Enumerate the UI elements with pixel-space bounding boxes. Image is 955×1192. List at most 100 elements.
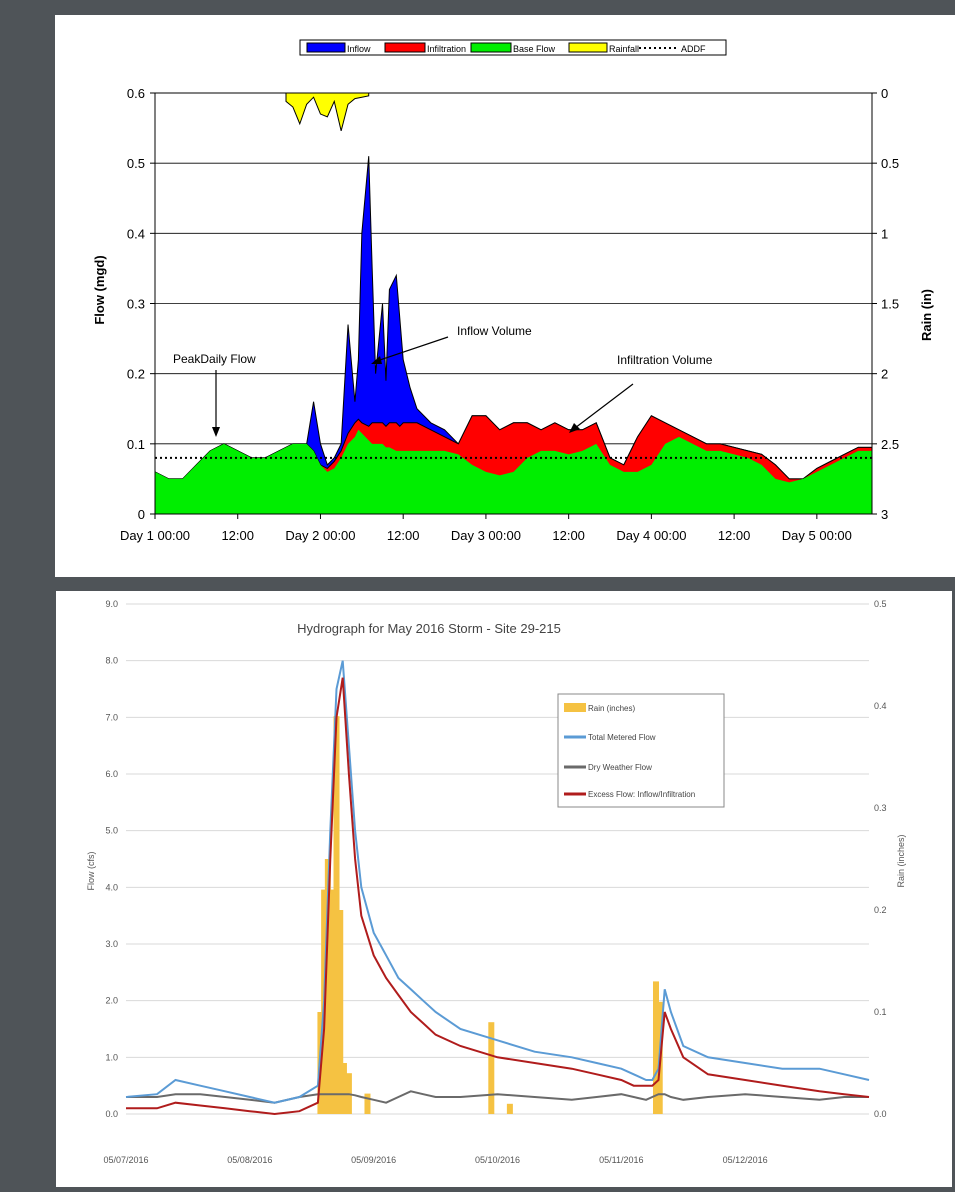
top-y-tick-label: 0.2 (127, 367, 145, 382)
top-y-ticks: 0 0.1 0.2 0.3 0.4 0.5 0.6 (127, 86, 155, 522)
top-chart-panel: 0 0.1 0.2 0.3 0.4 0.5 0.6 3 2.5 2 1.5 1 0.5 0 Day 1 … (55, 15, 955, 577)
top-legend-label: ADDF (681, 44, 706, 54)
rain-bar (328, 889, 335, 1114)
bottom-y-tick-label: 2.0 (105, 996, 118, 1006)
rain-bar (324, 859, 331, 1114)
bottom-y-tick-label: 0.0 (105, 1109, 118, 1119)
top-y-tick-label: 0 (138, 507, 145, 522)
bottom-y2-tick-label: 0.3 (874, 803, 887, 813)
top-x-tick-label: 12:00 (552, 528, 585, 543)
top-x-tick-label: Day 3 00:00 (451, 528, 521, 543)
top-legend-label: Base Flow (513, 44, 556, 54)
top-x-tick-label: Day 1 00:00 (120, 528, 190, 543)
top-rainfall (285, 92, 370, 132)
bottom-y2-ticks: 0.0 0.1 0.2 0.3 0.4 0.5 (874, 599, 887, 1119)
top-y-axis-label: Flow (mgd) (92, 255, 107, 324)
top-y2-axis-label: Rain (in) (919, 289, 934, 341)
bottom-y-axis-label: Flow (cfs) (86, 852, 96, 891)
bottom-x-tick-label: 05/08/2016 (227, 1155, 272, 1165)
bottom-chart-title: Hydrograph for May 2016 Storm - Site 29-… (297, 621, 561, 636)
top-legend-swatch (470, 42, 512, 53)
bottom-y-tick-label: 8.0 (105, 656, 118, 666)
annotation-peak-daily-flow: PeakDaily Flow (173, 352, 256, 366)
top-y2-tick-label: 1 (881, 226, 888, 241)
bottom-x-tick-label: 05/07/2016 (103, 1155, 148, 1165)
top-x-ticks: Day 1 00:00 12:00 Day 2 00:00 12:00 Day 3 00… (120, 514, 852, 543)
excess-flow-line (126, 677, 870, 1116)
top-y2-tick-label: 3 (881, 507, 888, 522)
bottom-y-tick-label: 6.0 (105, 769, 118, 779)
top-legend-label: Infiltration (427, 44, 466, 54)
dry-weather-flow-line (126, 1090, 869, 1104)
rain-bar (506, 1103, 513, 1114)
annotation-inflow-volume: Inflow Volume (457, 324, 532, 338)
total-metered-flow-line (125, 660, 870, 1104)
top-y2-tick-label: 2 (881, 367, 888, 382)
top-y2-tick-label: 0.5 (881, 156, 899, 171)
bottom-legend: Rain (inches) Total Metered Flow Dry Weath… (557, 693, 725, 808)
bottom-y-tick-label: 3.0 (105, 939, 118, 949)
bottom-y-ticks: 0.0 1.0 2.0 3.0 4.0 5.0 6.0 7.0 8.0 9.0 (105, 599, 118, 1119)
top-legend-swatch (568, 42, 608, 53)
top-y-tick-label: 0.3 (127, 297, 145, 312)
top-legend-label: Inflow (347, 44, 371, 54)
bottom-y-tick-label: 9.0 (105, 599, 118, 609)
top-y-tick-label: 0.1 (127, 437, 145, 452)
bottom-legend-swatch (564, 703, 586, 712)
top-x-tick-label: 12:00 (221, 528, 254, 543)
arrowhead-peak (212, 427, 220, 437)
bottom-hydrograph-chart: 0.0 1.0 2.0 3.0 4.0 5.0 6.0 7.0 8.0 9.0 0.0 0.1 0.2… (86, 599, 906, 1165)
annotation-infiltration-volume: Infiltration Volume (617, 353, 713, 367)
arrow-infiltration (574, 383, 634, 429)
top-legend-swatch (306, 42, 346, 53)
top-x-tick-label: 12:00 (387, 528, 420, 543)
bottom-y-tick-label: 1.0 (105, 1052, 118, 1062)
rain-bar (337, 910, 344, 1114)
bottom-x-tick-label: 05/11/2016 (599, 1155, 643, 1165)
rain-bar (653, 981, 660, 1114)
top-legend-swatch (384, 42, 426, 53)
rain-bar (364, 1093, 371, 1114)
bottom-legend-label: Dry Weather Flow (588, 763, 652, 772)
top-areas (154, 156, 873, 515)
bottom-x-tick-label: 05/10/2016 (475, 1155, 520, 1165)
base-flow-area (155, 429, 872, 514)
top-y2-tick-label: 0 (881, 86, 888, 101)
top-annotations: PeakDaily Flow Inflow Volume Infiltratio… (173, 324, 713, 437)
top-x-tick-label: Day 2 00:00 (285, 528, 355, 543)
top-y2-ticks: 3 2.5 2 1.5 1 0.5 0 (872, 86, 899, 522)
bottom-y2-tick-label: 0.5 (874, 599, 887, 609)
rain-bar (340, 1063, 347, 1114)
top-x-tick-label: Day 4 00:00 (616, 528, 686, 543)
bottom-x-ticks: 05/07/2016 05/08/2016 05/09/2016 05/10/2016… (103, 1155, 767, 1165)
bottom-lines (125, 660, 870, 1116)
bottom-x-tick-label: 05/09/2016 (351, 1155, 396, 1165)
bottom-y2-tick-label: 0.4 (874, 701, 887, 711)
top-x-tick-label: 12:00 (718, 528, 751, 543)
top-y-tick-label: 0.6 (127, 86, 145, 101)
arrow-inflow (376, 336, 449, 362)
bottom-chart-panel: 0.0 1.0 2.0 3.0 4.0 5.0 6.0 7.0 8.0 9.0 0.0 0.1 0.2… (56, 591, 952, 1187)
rainfall-area (285, 92, 370, 132)
bottom-y2-tick-label: 0.1 (874, 1007, 887, 1017)
bottom-y-tick-label: 7.0 (105, 712, 118, 722)
rain-bar (333, 716, 340, 1114)
top-y2-tick-label: 1.5 (881, 297, 899, 312)
top-x-tick-label: Day 5 00:00 (782, 528, 852, 543)
left-gutter (0, 0, 44, 1187)
top-y2-tick-label: 2.5 (881, 437, 899, 452)
top-flow-chart: 0 0.1 0.2 0.3 0.4 0.5 0.6 3 2.5 2 1.5 1 0.5 0 Day 1 … (92, 39, 934, 543)
top-y-tick-label: 0.5 (127, 156, 145, 171)
top-y-tick-label: 0.4 (127, 226, 145, 241)
bottom-legend-label: Total Metered Flow (588, 733, 656, 742)
arrowhead-infiltration (569, 423, 580, 433)
bottom-y-tick-label: 5.0 (105, 826, 118, 836)
bottom-grid (126, 603, 869, 1115)
bottom-x-tick-label: 05/12/2016 (723, 1155, 768, 1165)
bottom-legend-label: Rain (inches) (588, 704, 635, 713)
bottom-y2-axis-label: Rain (inches) (896, 834, 906, 887)
bottom-y-tick-label: 4.0 (105, 882, 118, 892)
arrowhead-inflow (371, 356, 382, 364)
bottom-y2-tick-label: 0.0 (874, 1109, 887, 1119)
bottom-legend-label: Excess Flow: Inflow/Infiltration (588, 790, 695, 799)
